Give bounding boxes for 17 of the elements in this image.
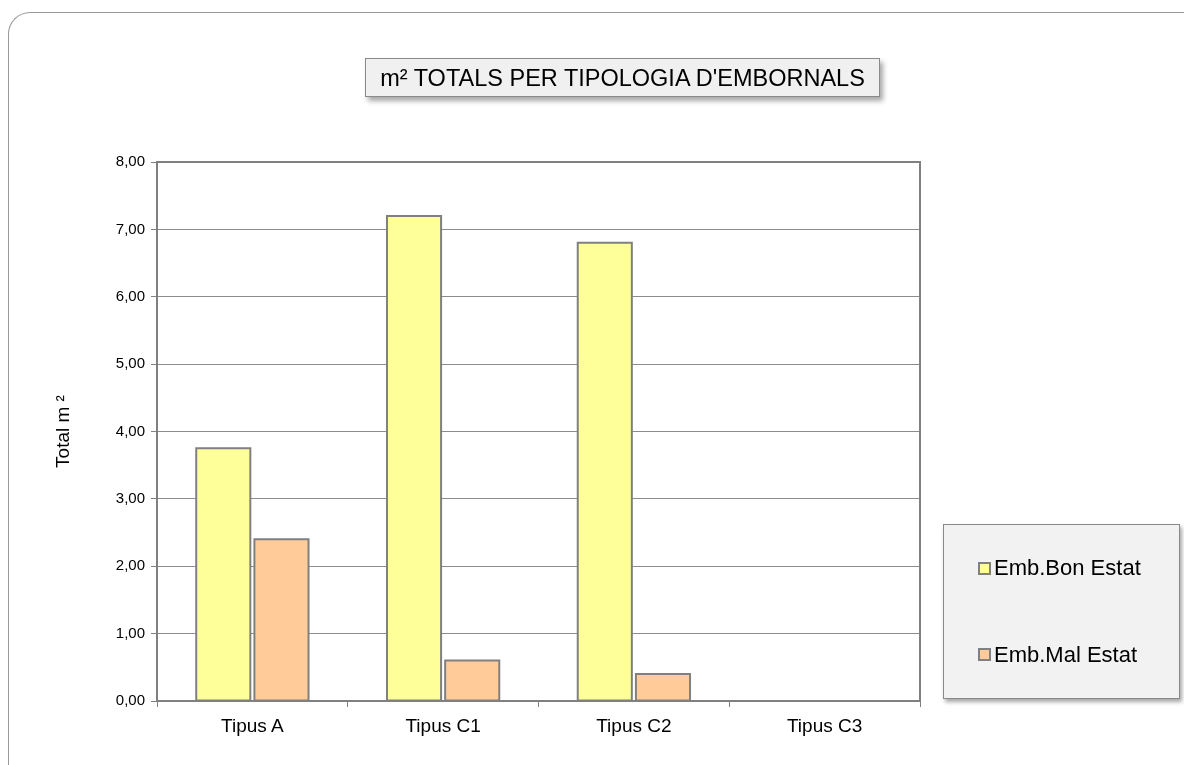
x-tick-label: Tipus C1 xyxy=(405,714,481,736)
y-axis-title: Total m ² xyxy=(51,395,73,468)
x-tick-label: Tipus A xyxy=(221,714,285,736)
chart-title: m² TOTALS PER TIPOLOGIA D'EMBORNALS xyxy=(365,58,880,97)
y-tick-label: 0,00 xyxy=(115,691,145,709)
x-tick-label: Tipus C2 xyxy=(596,714,672,736)
legend-label: Emb.Mal Estat xyxy=(994,641,1138,668)
legend-label: Emb.Bon Estat xyxy=(994,555,1141,582)
y-tick-label: 6,00 xyxy=(115,286,145,304)
y-tick-label: 7,00 xyxy=(115,219,145,237)
y-tick-label: 5,00 xyxy=(115,354,145,372)
y-tick-label: 1,00 xyxy=(115,623,145,641)
y-tick-label: 4,00 xyxy=(115,421,145,439)
y-tick-label: 3,00 xyxy=(115,489,145,507)
y-tick-label: 2,00 xyxy=(115,556,145,574)
y-tick-label: 8,00 xyxy=(115,152,145,170)
x-tick-label: Tipus C3 xyxy=(786,714,863,736)
